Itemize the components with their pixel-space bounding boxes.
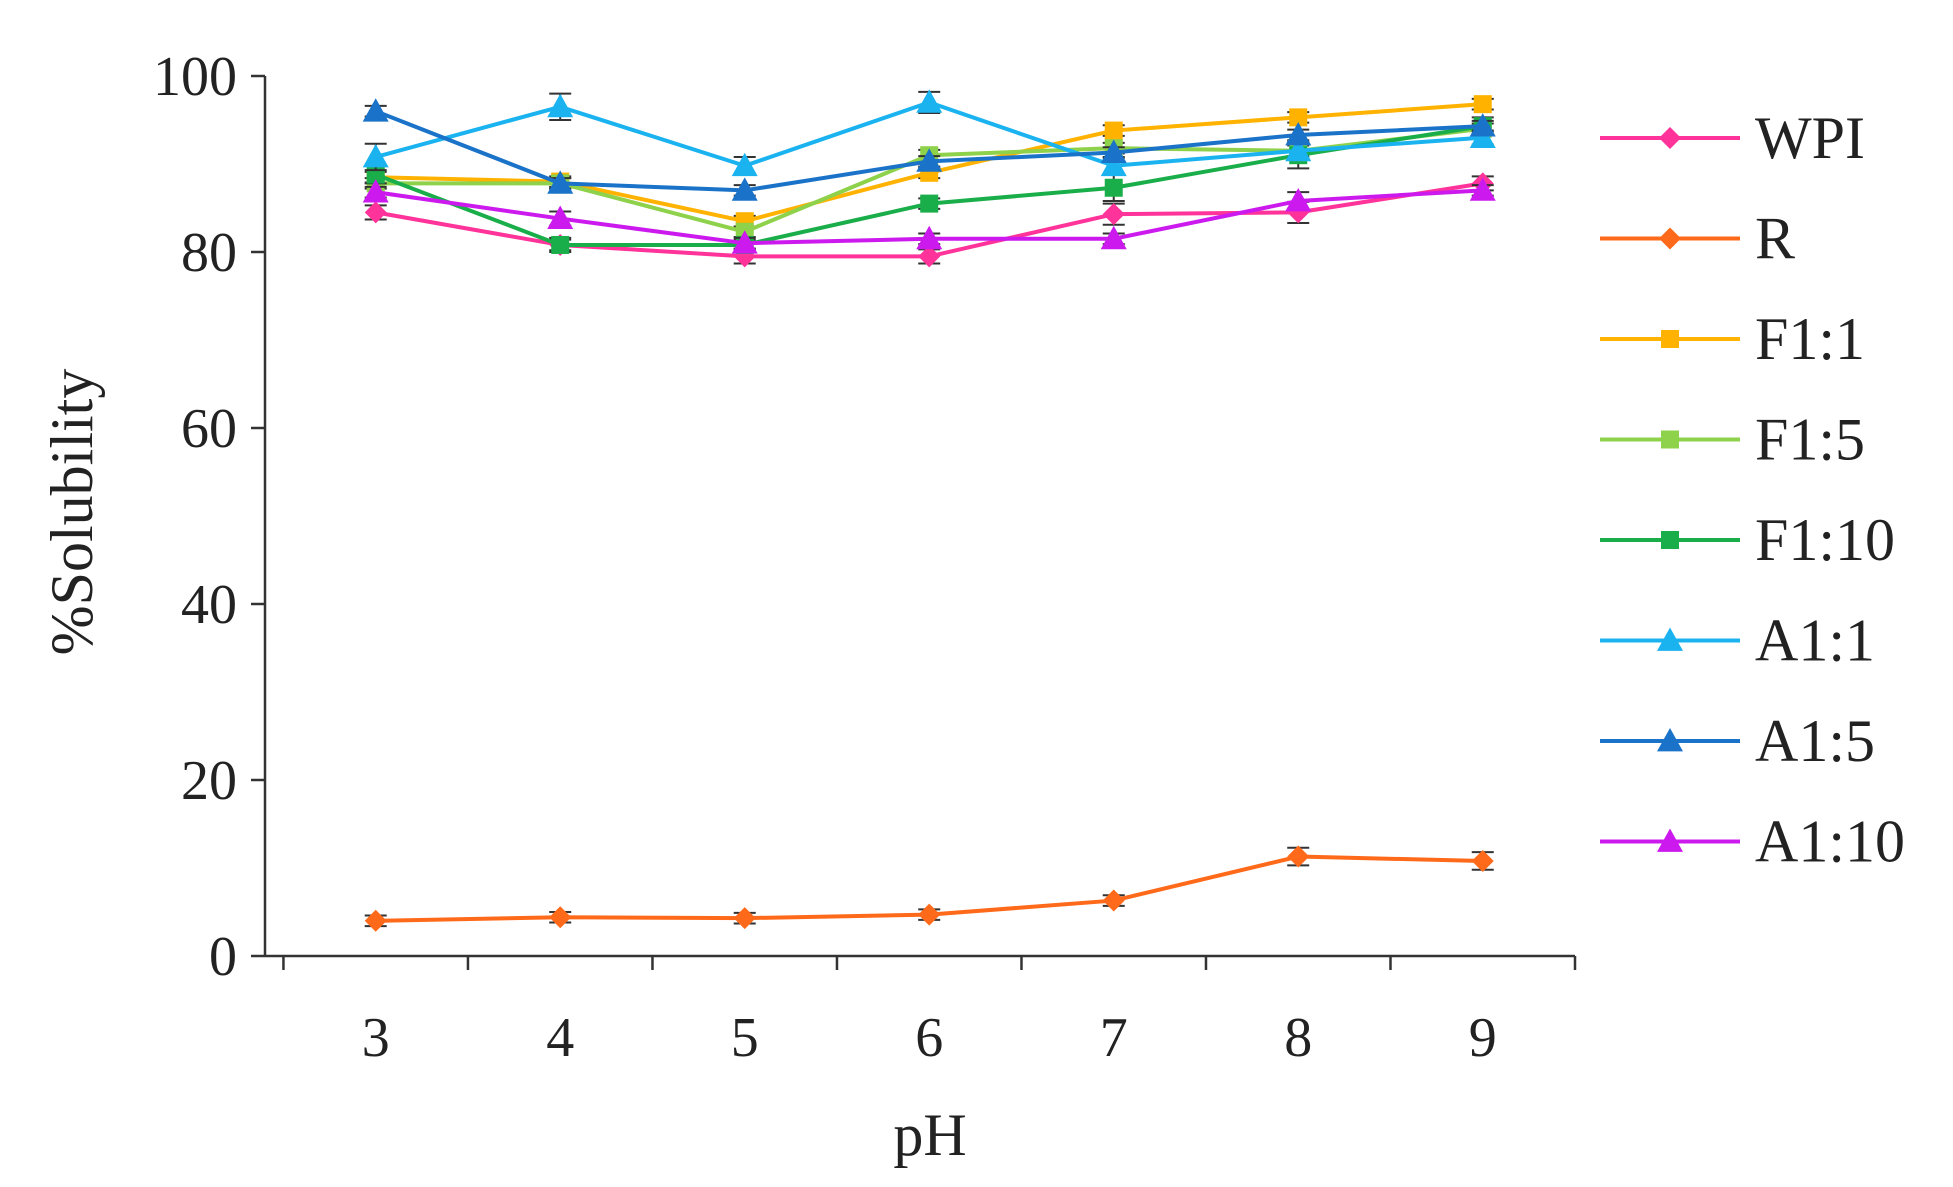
legend-label: A1:1 <box>1755 608 1875 674</box>
data-point <box>547 93 574 118</box>
legend-item: A1:10 <box>1600 809 1905 875</box>
data-point <box>1100 152 1127 177</box>
data-point <box>551 235 570 254</box>
legend-label: F1:1 <box>1755 306 1865 372</box>
data-point <box>1471 849 1494 872</box>
series-a1-5 <box>362 98 1496 201</box>
legend-marker <box>1657 828 1683 852</box>
data-point <box>920 194 939 213</box>
data-point <box>1102 203 1125 226</box>
y-tick-label: 100 <box>153 46 237 108</box>
y-tick-label: 40 <box>181 574 237 636</box>
legend-item: R <box>1600 206 1795 272</box>
data-point <box>733 907 756 930</box>
y-tick-label: 80 <box>181 222 237 284</box>
data-point <box>1104 178 1123 197</box>
legend-item: A1:5 <box>1600 708 1875 774</box>
data-point <box>1469 177 1496 201</box>
data-point <box>549 906 572 929</box>
legend-item: F1:1 <box>1600 306 1865 372</box>
data-point <box>916 148 943 172</box>
legend-label: WPI <box>1755 105 1865 171</box>
series-a1-1 <box>362 89 1496 177</box>
data-point <box>731 177 758 201</box>
data-point <box>547 205 574 229</box>
x-tick-label: 4 <box>546 1007 574 1069</box>
data-point <box>547 170 574 194</box>
y-tick-label: 0 <box>209 926 237 988</box>
data-point <box>364 909 387 932</box>
data-point <box>731 230 758 254</box>
data-point <box>1285 137 1312 162</box>
series-a1-10 <box>362 177 1496 254</box>
x-tick-label: 5 <box>731 1007 759 1069</box>
data-point <box>1287 845 1310 868</box>
data-point <box>731 152 758 177</box>
y-tick-label: 20 <box>181 750 237 812</box>
y-tick-label: 60 <box>181 398 237 460</box>
data-point <box>1100 139 1127 163</box>
data-point <box>916 225 943 250</box>
legend-label: A1:10 <box>1755 809 1905 875</box>
legend-item: A1:1 <box>1600 608 1875 674</box>
data-point <box>362 143 389 168</box>
series-wpi <box>364 172 1494 268</box>
legend-item: WPI <box>1600 105 1865 171</box>
data-point <box>916 89 943 113</box>
x-tick-label: 9 <box>1469 1007 1497 1069</box>
x-tick-label: 7 <box>1100 1007 1128 1069</box>
x-axis-title: pH <box>893 1102 966 1168</box>
data-point <box>1102 889 1125 912</box>
data-point <box>1285 187 1312 212</box>
data-point <box>918 245 941 268</box>
data-point <box>1104 121 1123 140</box>
legend-marker <box>1657 627 1683 651</box>
legend-label: F1:10 <box>1755 507 1895 573</box>
legend-item: F1:10 <box>1600 507 1895 573</box>
legend-marker <box>1661 531 1679 549</box>
x-tick-label: 3 <box>362 1007 390 1069</box>
legend-marker <box>1657 728 1683 752</box>
data-point <box>1100 225 1127 250</box>
data-point <box>362 98 389 122</box>
series-r <box>364 845 1494 932</box>
series-layer <box>362 89 1496 932</box>
data-point <box>362 179 389 203</box>
legend-label: A1:5 <box>1755 708 1875 774</box>
data-point <box>918 903 941 926</box>
legend-marker <box>1659 227 1681 250</box>
x-tick-label: 8 <box>1284 1007 1312 1069</box>
data-point <box>1473 95 1492 114</box>
legend-label: R <box>1755 206 1795 272</box>
legend-label: F1:5 <box>1755 407 1865 473</box>
legend-marker <box>1661 430 1679 449</box>
legend-item: F1:5 <box>1600 407 1865 473</box>
legend-marker <box>1659 127 1681 149</box>
axes: 0 20 40 60 80 100 3 4 5 6 7 8 9 <box>153 46 1577 1069</box>
data-point <box>1289 108 1308 127</box>
data-point <box>1285 121 1312 146</box>
data-point <box>1469 113 1496 137</box>
y-axis-title: %Solubility <box>39 369 105 656</box>
x-tick-label: 6 <box>915 1007 943 1069</box>
data-point <box>364 201 387 224</box>
legend-marker <box>1661 330 1679 348</box>
legend: WPI R F1:1 F1:5 F1:10 A1:1 A1:5 A1:10 <box>1600 105 1905 875</box>
